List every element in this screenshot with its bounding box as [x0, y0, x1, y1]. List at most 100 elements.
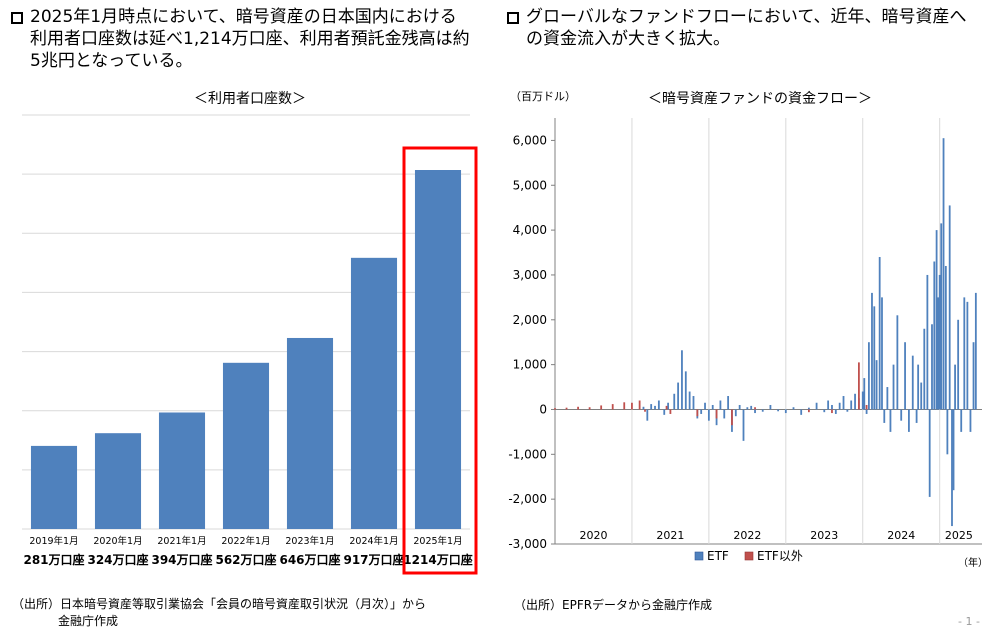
y-tick-label: 3,000 — [513, 268, 547, 282]
etf-bar — [827, 400, 830, 410]
etf-bar — [657, 400, 660, 410]
non-etf-bar — [638, 400, 641, 410]
bar — [94, 433, 142, 529]
x-tick-label: 2024年1月 — [349, 535, 398, 547]
y-tick-label: -2,000 — [508, 492, 547, 506]
etf-bar — [700, 409, 703, 414]
legend-label-etf: ETF — [707, 549, 729, 563]
etf-bar — [692, 396, 695, 410]
left-heading: 2025年1月時点において、暗号資産の日本国内における利用者口座数は延べ1,21… — [30, 7, 470, 71]
right-y-unit-label: （百万ドル） — [510, 90, 576, 103]
left-source-line2: 金融庁作成 — [58, 614, 119, 628]
y-tick-label: 2,000 — [513, 313, 547, 327]
x-unit-label: （年） — [958, 556, 988, 569]
x-tick-label: 2021年1月 — [157, 535, 206, 547]
right-heading: グローバルなファンドフローにおいて、近年、暗号資産への資金流入が大きく拡大。 — [526, 7, 967, 49]
y-tick-label: 1,000 — [513, 358, 547, 372]
etf-bar — [972, 342, 975, 410]
legend-swatch-non-etf — [744, 551, 754, 561]
etf-bar — [931, 324, 933, 410]
etf-bar — [807, 407, 810, 410]
non-etf-bar — [611, 404, 614, 410]
etf-bar — [900, 409, 903, 421]
etf-bar — [957, 319, 960, 410]
etf-bar — [684, 371, 687, 410]
etf-bar — [911, 355, 914, 410]
year-label: 2023 — [810, 529, 838, 542]
etf-bar — [969, 409, 972, 432]
etf-bar — [642, 406, 645, 410]
etf-bar — [831, 404, 833, 410]
value-label: 562万口座 — [215, 552, 276, 567]
non-etf-bar — [644, 409, 646, 412]
non-etf-bar — [831, 409, 833, 414]
etf-bar — [960, 409, 963, 432]
etf-bar — [904, 342, 906, 410]
etf-bar — [769, 404, 772, 410]
etf-bar — [854, 393, 856, 410]
fund-flow-bar-chart: 2020 2021 2022 2023 2024 2025 -3,000 -2,000 -1,0… — [508, 118, 988, 569]
etf-bar — [892, 364, 895, 410]
year-label: 2025 — [945, 529, 973, 542]
etf-bar — [742, 409, 745, 441]
etf-bar — [935, 230, 938, 410]
etf-bar — [846, 409, 849, 412]
y-tick-label: 4,000 — [513, 223, 547, 237]
value-label: 324万口座 — [87, 552, 148, 567]
value-label: 917万口座 — [343, 552, 404, 567]
non-etf-bar — [623, 402, 626, 410]
year-label: 2021 — [656, 529, 684, 542]
etf-bar — [881, 297, 883, 410]
page-number: - 1 - — [958, 615, 980, 628]
etf-bar — [886, 387, 889, 410]
non-etf-bar — [600, 405, 603, 410]
etf-bar — [823, 409, 826, 413]
etf-bar — [942, 138, 945, 410]
etf-bar — [933, 261, 936, 410]
value-label: 394万口座 — [151, 552, 212, 567]
etf-bar — [908, 409, 910, 432]
non-etf-bar — [665, 405, 668, 410]
etf-bar — [889, 409, 892, 432]
right-source: （出所）EPFRデータから金融庁作成 — [514, 598, 713, 612]
bullet-square-icon — [507, 12, 519, 24]
etf-bar — [938, 274, 941, 410]
non-etf-bar — [731, 409, 733, 426]
etf-bar — [711, 404, 714, 410]
non-etf-bar — [754, 407, 756, 410]
etf-bar — [842, 396, 845, 410]
etf-bar — [850, 400, 853, 410]
etf-bar — [948, 205, 951, 410]
bullet-square-icon — [11, 12, 23, 24]
etf-bar — [761, 409, 764, 412]
etf-bar — [883, 409, 886, 423]
etf-bar — [952, 409, 955, 491]
non-etf-bar — [588, 407, 591, 410]
etf-bar — [734, 409, 737, 417]
y-tick-label: -3,000 — [508, 537, 547, 551]
etf-bar — [923, 328, 926, 410]
etf-bar — [838, 402, 841, 410]
etf-bar — [926, 274, 929, 410]
etf-bar — [863, 378, 866, 410]
etf-bar — [784, 409, 787, 414]
etf-bar — [875, 360, 878, 410]
etf-bar — [688, 391, 691, 410]
etf-bar — [868, 342, 870, 410]
non-etf-bar — [807, 409, 810, 413]
etf-bar — [746, 407, 749, 410]
non-etf-bar — [669, 409, 672, 414]
etf-bar — [951, 409, 953, 527]
x-tick-label: 2020年1月 — [93, 535, 142, 547]
right-chart-title: ＜暗号資産ファンドの資金フロー＞ — [648, 91, 872, 107]
etf-bar — [834, 409, 837, 414]
etf-bar — [707, 409, 710, 421]
legend-swatch-etf — [694, 551, 704, 561]
etf-bar — [727, 396, 730, 410]
etf-bar — [815, 402, 818, 410]
etf-bar — [719, 400, 722, 410]
etf-bar — [974, 292, 977, 410]
y-tick-label: -1,000 — [508, 447, 547, 461]
x-tick-label: 2025年1月 — [413, 535, 462, 547]
value-label: 1214万口座 — [403, 552, 472, 567]
